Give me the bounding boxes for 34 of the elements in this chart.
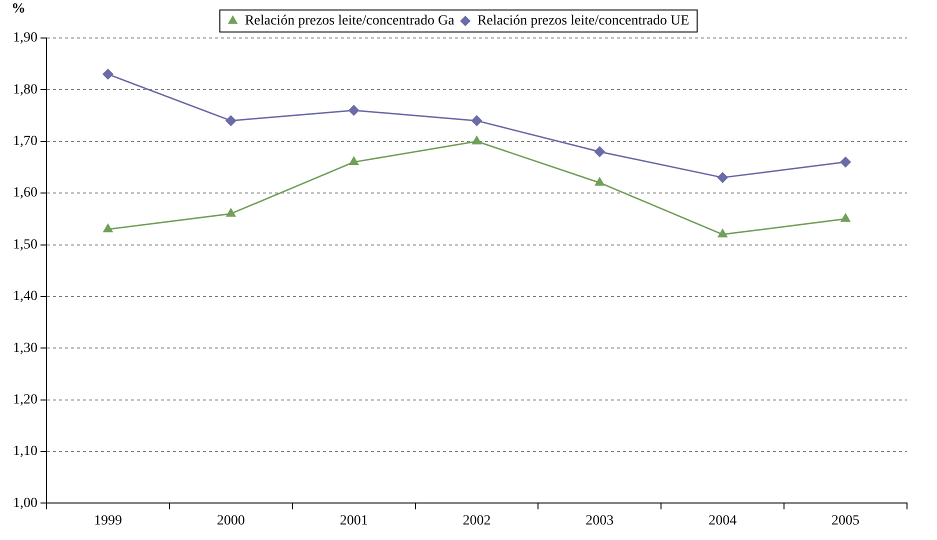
y-tick-label: 1,30 (13, 340, 38, 356)
point (594, 146, 605, 157)
point (840, 214, 850, 222)
x-tick-label: 2001 (340, 513, 368, 528)
y-tick-label: 1,70 (13, 134, 38, 150)
y-tick-label: 1,10 (13, 444, 38, 460)
y-tick-label: 1,20 (13, 392, 38, 408)
point (717, 172, 728, 183)
x-tick-label: 2004 (708, 513, 737, 528)
point (840, 156, 851, 168)
y-tick-label: 1,80 (13, 82, 38, 98)
legend-label: Relación prezos leite/concentrado UE (477, 14, 690, 29)
point (226, 208, 236, 217)
x-tick-label: 2000 (216, 513, 245, 528)
point (595, 177, 604, 186)
y-tick-label: 1,00 (13, 496, 38, 511)
point (472, 115, 482, 126)
y-tick-label: 1,90 (13, 30, 38, 46)
y-tick-label: 1,40 (13, 289, 38, 304)
point (102, 68, 114, 80)
point (349, 156, 358, 166)
point (348, 105, 360, 116)
y-tick-label: 1,50 (13, 237, 38, 252)
x-tick-label: 2003 (586, 513, 614, 528)
x-tick-label: 2005 (832, 513, 860, 528)
legend-label: Relación prezos leite/concentrado Ga (244, 14, 456, 29)
y-tick-label: 1,60 (13, 186, 38, 201)
y-axis-title: % (12, 2, 26, 17)
x-tick-label: 2002 (462, 513, 491, 528)
point (103, 224, 113, 232)
point (472, 136, 482, 144)
point (226, 115, 236, 126)
x-tick-label: 1999 (94, 513, 122, 528)
point (718, 229, 728, 238)
